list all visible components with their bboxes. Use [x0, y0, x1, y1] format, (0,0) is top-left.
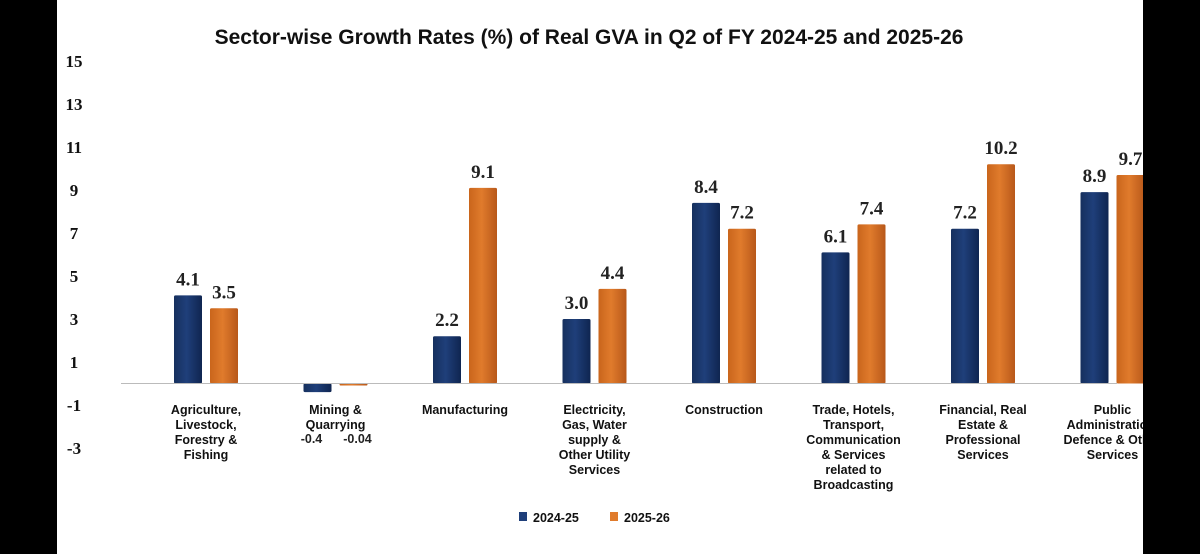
data-label: -0.04 [343, 432, 372, 446]
data-label: 3.5 [212, 282, 236, 303]
bar-2024-25-4 [562, 319, 591, 384]
bar-2025-26-6 [857, 224, 886, 384]
data-label: 2.2 [435, 310, 459, 331]
category-label: Transport, [823, 418, 884, 432]
chart-title: Sector-wise Growth Rates (%) of Real GVA… [215, 26, 964, 49]
data-label: 4.1 [176, 269, 200, 290]
legend-swatch-2024-25 [519, 512, 527, 521]
category-label: Communication [806, 433, 900, 447]
bar-2024-25-7 [951, 228, 979, 384]
bar-2025-26-5 [728, 228, 756, 384]
category-label: Public [1094, 403, 1132, 417]
category-label: Electricity, [563, 403, 625, 417]
category-label: Gas, Water [562, 418, 627, 432]
category-label: supply & [568, 433, 621, 447]
y-tick-label: -3 [67, 439, 81, 458]
data-labels-group: 4.1 3.5 -0.4 -0.04 2.2 9.1 3.0 4.4 8.4 7.2 6.1 7.4 7… [176, 138, 1143, 446]
bar-2025-26-7 [987, 164, 1015, 384]
category-label: Trade, Hotels, [813, 403, 895, 417]
category-label: & Services [822, 448, 886, 462]
bar-2024-25-2 [303, 383, 332, 393]
y-tick-label: 3 [70, 310, 79, 329]
category-label: Defence & Other [1064, 433, 1143, 447]
y-axis: 15 13 11 9 7 5 3 1 -1 -3 [66, 52, 83, 458]
category-label: Mining & [309, 403, 362, 417]
category-label: Construction [685, 403, 763, 417]
category-label: Administration, [1067, 418, 1143, 432]
category-label: Services [569, 463, 620, 477]
data-label: 7.2 [730, 203, 754, 224]
legend: 2024-25 2025-26 [519, 511, 670, 525]
bar-chart: Sector-wise Growth Rates (%) of Real GVA… [66, 26, 1143, 525]
chart-panel: Sector-wise Growth Rates (%) of Real GVA… [57, 0, 1143, 554]
y-tick-label: 7 [70, 224, 79, 243]
category-labels-group: Agriculture,Livestock,Forestry &Fishing M… [171, 403, 1143, 492]
category-label: related to [825, 463, 882, 477]
category-label: Fishing [184, 448, 228, 462]
legend-swatch-2025-26 [610, 512, 618, 521]
data-label: 8.9 [1083, 166, 1107, 187]
y-tick-label: -1 [67, 396, 81, 415]
bar-2024-25-1 [174, 295, 202, 384]
data-label: 3.0 [565, 293, 589, 314]
data-label: 4.4 [601, 263, 625, 284]
category-label: Broadcasting [814, 478, 894, 492]
category-label: Professional [945, 433, 1020, 447]
data-label: 7.4 [860, 198, 884, 219]
bar-2025-26-1 [210, 308, 238, 384]
bar-2024-25-5 [692, 202, 720, 384]
data-label: 9.1 [471, 162, 495, 183]
category-label: Livestock, [175, 418, 236, 432]
data-label: 8.4 [694, 177, 718, 198]
category-label: Financial, Real [939, 403, 1027, 417]
data-label: 10.2 [984, 138, 1017, 159]
category-label: Agriculture, [171, 403, 241, 417]
category-label: Services [957, 448, 1008, 462]
y-tick-label: 13 [66, 95, 83, 114]
category-label: Other Utility [559, 448, 631, 462]
legend-label: 2025-26 [624, 511, 670, 525]
bar-2024-25-8 [1080, 192, 1109, 384]
data-label: 7.2 [953, 203, 977, 224]
legend-label: 2024-25 [533, 511, 579, 525]
y-tick-label: 11 [66, 138, 82, 157]
category-label: Manufacturing [422, 403, 508, 417]
bar-2025-26-8 [1116, 174, 1143, 384]
y-tick-label: 5 [70, 267, 79, 286]
category-label: Forestry & [175, 433, 238, 447]
category-label: Estate & [958, 418, 1008, 432]
data-label: 6.1 [824, 226, 848, 247]
category-label: Services [1087, 448, 1138, 462]
y-tick-label: 1 [70, 353, 79, 372]
y-tick-label: 9 [70, 181, 79, 200]
category-label: Quarrying [306, 418, 366, 432]
bar-2024-25-3 [433, 336, 461, 384]
data-label: 9.7 [1119, 149, 1143, 170]
bar-2025-26-3 [469, 187, 497, 384]
bars-group [174, 164, 1143, 393]
data-label: -0.4 [301, 432, 323, 446]
y-tick-label: 15 [66, 52, 83, 71]
bar-2024-25-6 [821, 252, 850, 384]
bar-2025-26-4 [598, 288, 627, 384]
